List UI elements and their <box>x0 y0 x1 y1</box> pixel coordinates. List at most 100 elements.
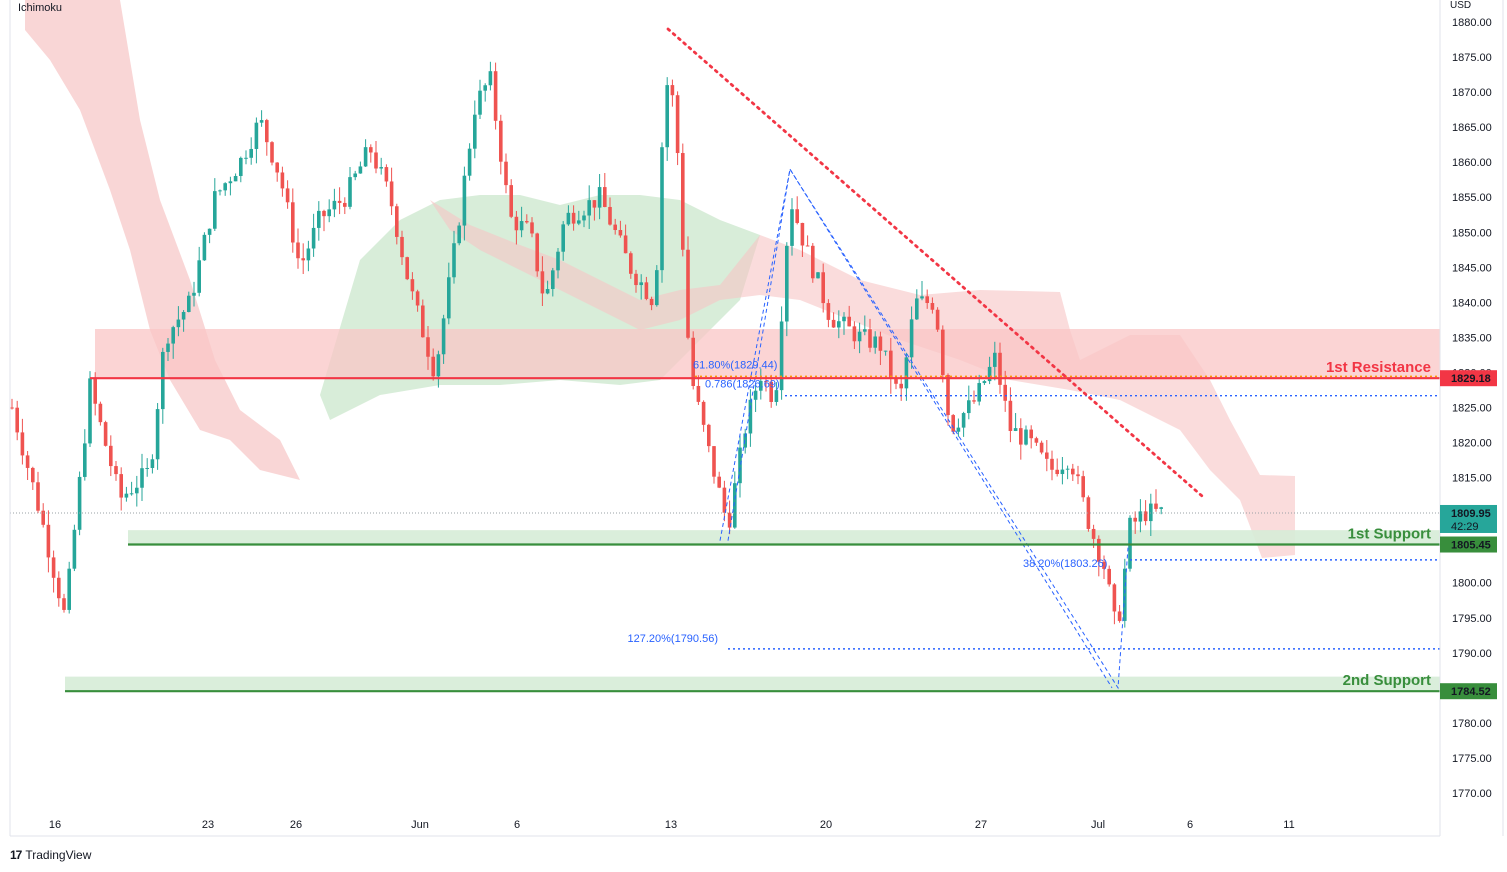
candle-body <box>889 350 893 379</box>
candle <box>577 210 581 226</box>
candle <box>649 296 654 311</box>
candle <box>993 341 997 381</box>
candle <box>660 142 664 283</box>
currency-label: USD <box>1450 0 1472 11</box>
candle <box>561 221 565 261</box>
candle-body <box>51 557 56 578</box>
candle-body <box>462 175 467 226</box>
candle <box>301 243 305 275</box>
candle-body <box>150 459 155 468</box>
candle <box>322 209 326 232</box>
candle <box>925 289 929 309</box>
candle <box>88 371 92 448</box>
candle-body <box>119 474 123 498</box>
candle-body <box>478 90 482 115</box>
candle <box>842 312 846 335</box>
y-tick-label: 1870.00 <box>1452 87 1492 99</box>
candle <box>426 325 430 370</box>
candle-body <box>883 350 888 352</box>
candle-body <box>582 215 586 221</box>
candle-body <box>1013 428 1018 431</box>
candle-body <box>925 296 929 304</box>
candle-body <box>634 273 638 286</box>
candle-body <box>540 271 545 294</box>
candle <box>785 242 789 337</box>
candle <box>899 375 903 401</box>
candle-body <box>410 279 415 292</box>
candle <box>280 166 285 197</box>
candle-body <box>987 366 992 382</box>
candle-body <box>764 380 768 382</box>
candle <box>717 471 721 489</box>
candle-body <box>545 289 550 294</box>
tradingview-brand[interactable]: 17 TradingView <box>10 848 91 862</box>
candle <box>353 170 357 181</box>
candle <box>972 390 976 404</box>
candle <box>1013 413 1018 432</box>
candle-body <box>504 161 508 186</box>
candle <box>582 210 586 228</box>
candle <box>1081 470 1085 502</box>
y-tick-label: 1775.00 <box>1452 753 1492 765</box>
candle-body <box>301 258 305 261</box>
candle-body <box>124 493 129 498</box>
candle <box>483 83 487 102</box>
candle-body <box>379 167 383 169</box>
candle <box>228 176 233 196</box>
candle <box>10 398 14 410</box>
candle-body <box>72 529 77 569</box>
candle <box>852 321 857 350</box>
candle-body <box>1138 511 1143 522</box>
x-tick-label: Jul <box>1091 819 1105 831</box>
candle-body <box>592 200 597 208</box>
candle <box>41 503 45 528</box>
candle-body <box>1143 511 1148 522</box>
candle-body <box>577 220 581 224</box>
candle <box>317 201 321 241</box>
candle <box>109 435 113 477</box>
support-zone-2 <box>65 676 1440 692</box>
candle <box>150 454 155 474</box>
indicator-legend[interactable]: Ichimoku <box>18 2 63 14</box>
candle-body <box>691 337 695 386</box>
candle-body <box>1071 468 1075 475</box>
candle-body <box>192 292 196 296</box>
candle <box>327 199 331 223</box>
candle-body <box>655 270 659 306</box>
candle-body <box>358 166 363 174</box>
fib-label: 127.20%(1790.56) <box>627 633 718 645</box>
candle-body <box>1008 400 1013 431</box>
candle-body <box>530 222 534 234</box>
countdown-text: 42:29 <box>1451 521 1479 533</box>
candle <box>259 110 264 127</box>
y-tick-label: 1825.00 <box>1452 402 1492 414</box>
fib-label: 38.20%(1803.26) <box>1023 558 1107 570</box>
candle <box>587 185 591 229</box>
candle <box>239 156 243 183</box>
candle-body <box>140 468 144 488</box>
candle-body <box>20 432 25 456</box>
candle <box>291 188 295 253</box>
candle <box>675 91 680 166</box>
candle-body <box>941 329 945 375</box>
ichimoku-cloud <box>25 0 1295 558</box>
candle <box>1138 499 1143 533</box>
candle-body <box>395 206 399 237</box>
candle <box>98 401 103 426</box>
candle <box>748 389 753 447</box>
candle <box>306 240 311 272</box>
candle <box>103 420 108 447</box>
candle <box>961 411 966 437</box>
candle <box>192 281 196 307</box>
candle-body <box>46 524 51 558</box>
candle <box>275 162 279 182</box>
candle-body <box>311 227 316 249</box>
candle <box>613 218 617 235</box>
candle <box>1019 418 1023 460</box>
candle-body <box>218 190 222 192</box>
candle <box>358 161 363 174</box>
candle <box>821 263 825 313</box>
candle <box>909 306 914 369</box>
